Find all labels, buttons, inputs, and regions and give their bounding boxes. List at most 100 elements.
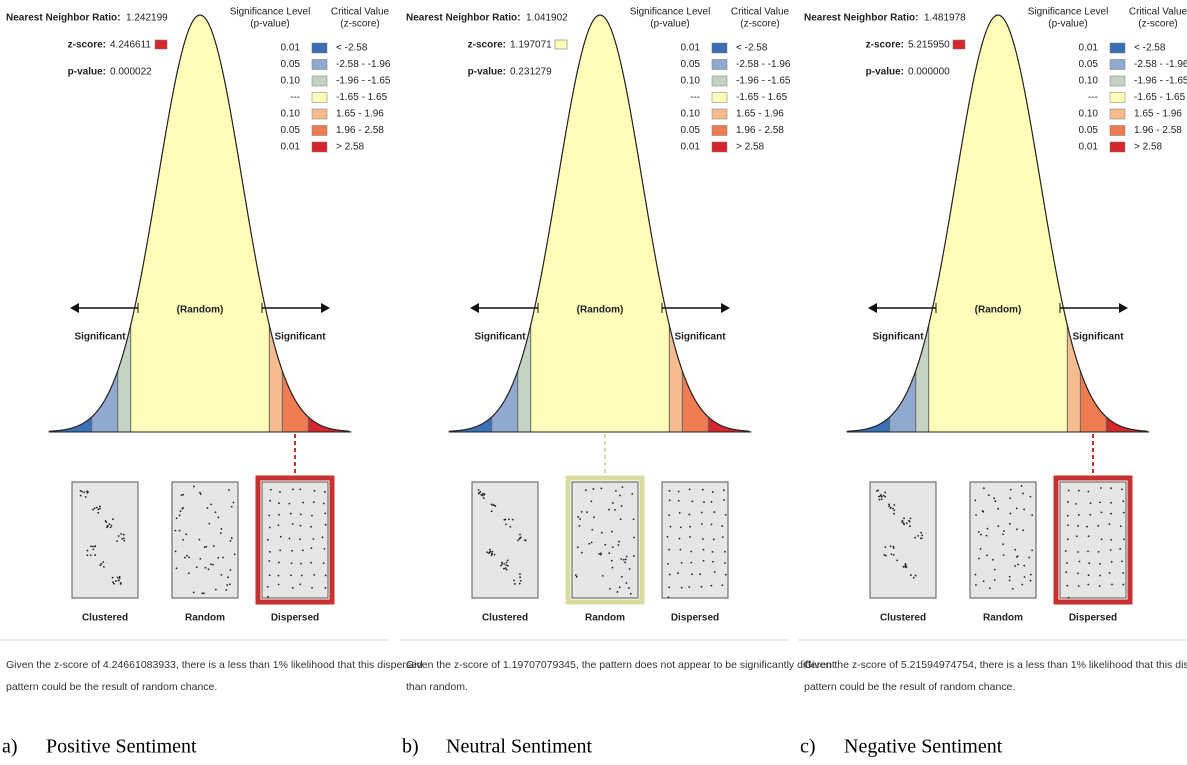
point (668, 514, 671, 517)
point (997, 507, 1000, 510)
point (95, 506, 98, 509)
point (1003, 530, 1005, 532)
point (700, 523, 703, 525)
point (115, 580, 117, 582)
point (631, 492, 634, 495)
point (1119, 548, 1122, 550)
point (217, 556, 220, 559)
point (203, 546, 206, 549)
point (884, 546, 887, 549)
point (611, 502, 614, 504)
legend-level: --- (1088, 92, 1098, 103)
point (310, 561, 313, 564)
point (212, 545, 215, 547)
point (1022, 492, 1024, 495)
legend-header: (p-value) (1048, 19, 1087, 30)
point (1066, 584, 1069, 587)
point (1123, 538, 1125, 541)
legend-level: 0.01 (681, 43, 701, 54)
pattern-label: Clustered (82, 613, 128, 624)
point (978, 557, 980, 560)
point (584, 489, 587, 492)
point (491, 550, 494, 553)
point (513, 579, 515, 582)
curve-region (269, 325, 283, 432)
point (892, 553, 895, 556)
pvalue-label: p-value: (68, 67, 106, 78)
point (884, 495, 887, 498)
point (269, 499, 272, 502)
point (1002, 543, 1005, 546)
legend-header: Significance Level (630, 7, 711, 18)
point (993, 497, 996, 500)
pattern-box (869, 481, 937, 599)
point (270, 488, 272, 491)
pattern-box (571, 481, 639, 599)
point (100, 562, 103, 565)
point (174, 550, 177, 553)
point (1110, 487, 1112, 490)
point (1122, 500, 1125, 503)
point (299, 513, 302, 516)
legend-header: Critical Value (331, 7, 390, 18)
point (880, 495, 883, 498)
point (986, 554, 988, 557)
point (1075, 502, 1077, 505)
point (86, 549, 89, 552)
point (266, 538, 269, 541)
point (668, 499, 671, 502)
point (229, 540, 232, 542)
point (620, 575, 623, 578)
point (632, 518, 635, 521)
point (1075, 535, 1078, 538)
legend-value: 1.65 - 1.96 (336, 109, 384, 120)
point (710, 501, 713, 503)
point (896, 559, 899, 562)
point (313, 489, 316, 492)
point (888, 505, 890, 508)
pattern-label: Dispersed (1069, 613, 1117, 624)
point (591, 528, 594, 531)
legend-level: 0.01 (1079, 43, 1099, 54)
point (288, 537, 291, 540)
point (99, 564, 102, 567)
point (233, 553, 236, 556)
point (889, 545, 892, 548)
legend-level: 0.05 (681, 125, 701, 136)
point (299, 583, 302, 586)
point (519, 537, 522, 539)
point (1017, 563, 1020, 566)
point (712, 538, 715, 541)
pattern-box (261, 481, 329, 599)
point (979, 548, 982, 550)
point (503, 562, 506, 565)
legend-swatch (711, 75, 728, 87)
point (993, 568, 996, 571)
pattern-label: Clustered (880, 613, 926, 624)
point (1023, 508, 1026, 511)
legend-value: 1.96 - 2.58 (1134, 125, 1182, 136)
legend-level: 0.05 (681, 59, 701, 70)
ratio-label: Nearest Neighbor Ratio: (406, 13, 520, 24)
legend-value: -1.96 - -1.65 (336, 76, 391, 87)
point (629, 592, 632, 595)
point (878, 495, 880, 498)
zscore-swatch (154, 39, 168, 50)
point (116, 540, 118, 543)
curve-region (928, 15, 1068, 433)
point (621, 486, 624, 488)
point (1009, 488, 1012, 491)
point (517, 539, 519, 542)
point (1077, 572, 1079, 575)
point (689, 536, 691, 538)
curve-region (517, 325, 531, 432)
point (268, 514, 271, 517)
point (490, 552, 493, 555)
point (501, 561, 503, 564)
point (724, 573, 727, 576)
point (617, 544, 620, 546)
bell-curve (48, 14, 350, 432)
point (312, 501, 315, 504)
bell-curve (846, 14, 1148, 432)
point (99, 507, 101, 510)
